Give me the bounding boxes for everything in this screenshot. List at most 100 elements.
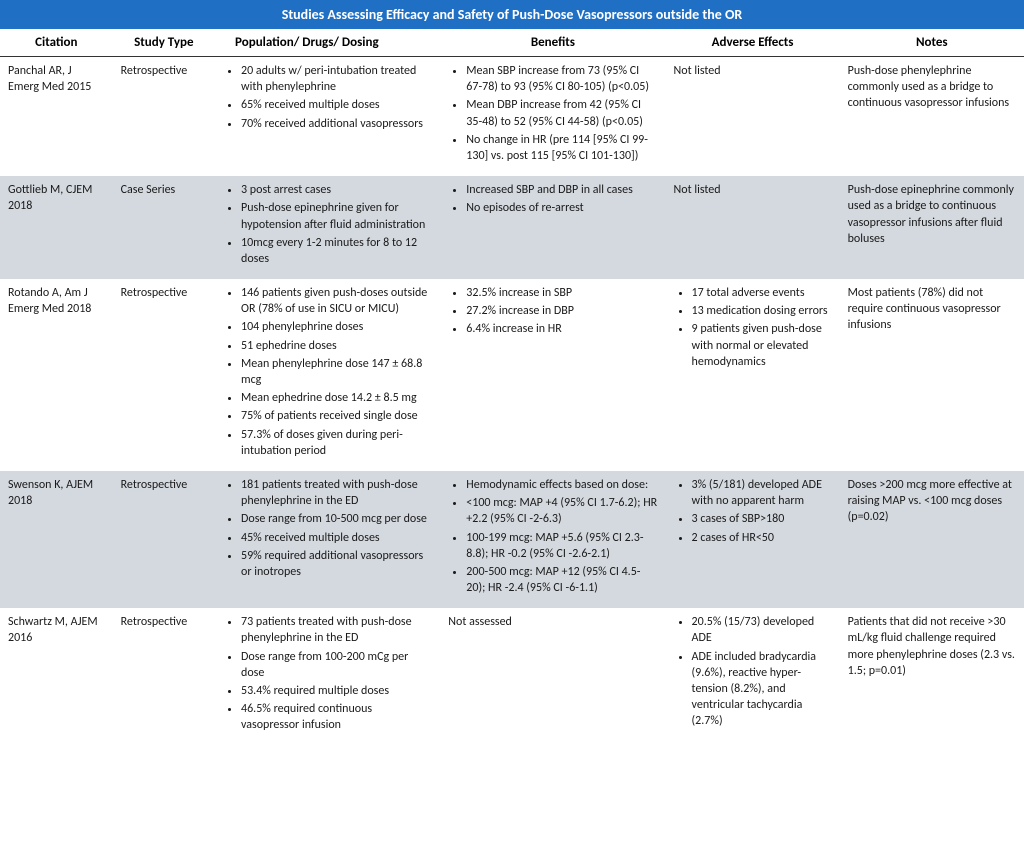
cell-adverse: 17 total adverse events 13 medication dos… — [666, 279, 840, 471]
bullet-item: 13 medication dosing errors — [692, 303, 832, 319]
cell-citation: Schwartz M, AJEM 2016 — [0, 608, 113, 745]
bullet-item: 59% required additional vasopressors or … — [241, 548, 432, 580]
cell-benefits: Hemodynamic effects based on dose: <100 m… — [440, 471, 665, 608]
bullet-item: 10mcg every 1-2 minutes for 8 to 12 dose… — [241, 235, 432, 267]
table-title-row: Studies Assessing Efficacy and Safety of… — [0, 0, 1024, 29]
bullet-item: 70% received additional vasopressors — [241, 116, 432, 132]
bullet-list: 3% (5/181) developed ADE with no apparen… — [674, 477, 832, 546]
cell-citation: Rotando A, Am J Emerg Med 2018 — [0, 279, 113, 471]
cell-study-type: Retrospective — [113, 608, 215, 745]
bullet-list: Mean SBP increase from 73 (95% CI 67-78)… — [448, 63, 657, 164]
bullet-item: Mean SBP increase from 73 (95% CI 67-78)… — [466, 63, 657, 95]
bullet-item: 27.2% increase in DBP — [466, 303, 657, 319]
table-row: Panchal AR, J Emerg Med 2015Retrospectiv… — [0, 57, 1024, 177]
bullet-item: 57.3% of doses given during peri-intubat… — [241, 427, 432, 459]
bullet-item: Mean DBP increase from 42 (95% CI 35-48)… — [466, 97, 657, 129]
cell-notes: Most patients (78%) did not require cont… — [840, 279, 1024, 471]
bullet-item: 3 post arrest cases — [241, 182, 432, 198]
table-row: Rotando A, Am J Emerg Med 2018Retrospect… — [0, 279, 1024, 471]
col-header-notes: Notes — [840, 29, 1024, 57]
bullet-item: 53.4% required multiple doses — [241, 683, 432, 699]
bullet-item: 6.4% increase in HR — [466, 321, 657, 337]
cell-population: 181 patients treated with push-dose phen… — [215, 471, 440, 608]
cell-population: 3 post arrest cases Push-dose epinephrine… — [215, 176, 440, 279]
bullet-item: Mean ephedrine dose 14.2 ± 8.5 mg — [241, 390, 432, 406]
table-title: Studies Assessing Efficacy and Safety of… — [0, 0, 1024, 29]
cell-adverse: 20.5% (15/73) developed ADEADE included … — [666, 608, 840, 745]
cell-study-type: Retrospective — [113, 471, 215, 608]
cell-population: 146 patients given push-doses outside OR… — [215, 279, 440, 471]
cell-adverse: Not listed — [666, 176, 840, 279]
bullet-item: 3% (5/181) developed ADE with no apparen… — [692, 477, 832, 509]
bullet-item: Increased SBP and DBP in all cases — [466, 182, 657, 198]
bullet-item: 45% received multiple doses — [241, 530, 432, 546]
cell-adverse: Not listed — [666, 57, 840, 177]
cell-study-type: Case Series — [113, 176, 215, 279]
bullet-item: 104 phenylephrine doses — [241, 319, 432, 335]
cell-benefits: Increased SBP and DBP in all cases No epi… — [440, 176, 665, 279]
studies-table-container: Studies Assessing Efficacy and Safety of… — [0, 0, 1024, 746]
cell-notes: Doses >200 mcg more effective at raising… — [840, 471, 1024, 608]
bullet-list: 20.5% (15/73) developed ADEADE included … — [674, 614, 832, 729]
bullet-list: 32.5% increase in SBP 27.2% increase in D… — [448, 285, 657, 338]
bullet-list: 73 patients treated with push-dose pheny… — [223, 614, 432, 733]
cell-benefits: Not assessed — [440, 608, 665, 745]
cell-population: 20 adults w/ peri-intubation treated wit… — [215, 57, 440, 177]
bullet-list: 17 total adverse events 13 medication dos… — [674, 285, 832, 370]
studies-table: Studies Assessing Efficacy and Safety of… — [0, 0, 1024, 746]
bullet-item: <100 mcg: MAP +4 (95% CI 1.7-6.2); HR +2… — [466, 495, 657, 527]
table-row: Schwartz M, AJEM 2016Retrospective 73 pat… — [0, 608, 1024, 745]
cell-notes: Push-dose epinephrine commonly used as a… — [840, 176, 1024, 279]
col-header-citation: Citation — [0, 29, 113, 57]
bullet-item: Dose range from 10-500 mcg per dose — [241, 511, 432, 527]
bullet-item: 100-199 mcg: MAP +5.6 (95% CI 2.3-8.8); … — [466, 530, 657, 562]
table-row: Gottlieb M, CJEM 2018Case Series3 post a… — [0, 176, 1024, 279]
cell-study-type: Retrospective — [113, 279, 215, 471]
bullet-item: 51 ephedrine doses — [241, 338, 432, 354]
bullet-item: 146 patients given push-doses outside OR… — [241, 285, 432, 317]
cell-notes: Patients that did not receive >30 mL/kg … — [840, 608, 1024, 745]
bullet-list: Increased SBP and DBP in all cases No epi… — [448, 182, 657, 216]
bullet-item: 32.5% increase in SBP — [466, 285, 657, 301]
bullet-list: 146 patients given push-doses outside OR… — [223, 285, 432, 459]
cell-citation: Gottlieb M, CJEM 2018 — [0, 176, 113, 279]
bullet-item: ADE included bradycardia (9.6%), reactiv… — [692, 649, 832, 730]
col-header-benefits: Benefits — [440, 29, 665, 57]
cell-adverse: 3% (5/181) developed ADE with no apparen… — [666, 471, 840, 608]
bullet-item: 3 cases of SBP>180 — [692, 511, 832, 527]
cell-benefits: Mean SBP increase from 73 (95% CI 67-78)… — [440, 57, 665, 177]
bullet-item: 20 adults w/ peri-intubation treated wit… — [241, 63, 432, 95]
cell-benefits: 32.5% increase in SBP 27.2% increase in D… — [440, 279, 665, 471]
bullet-list: 3 post arrest cases Push-dose epinephrine… — [223, 182, 432, 267]
bullet-item: 75% of patients received single dose — [241, 408, 432, 424]
bullet-item: 17 total adverse events — [692, 285, 832, 301]
bullet-list: 181 patients treated with push-dose phen… — [223, 477, 432, 580]
cell-citation: Panchal AR, J Emerg Med 2015 — [0, 57, 113, 177]
bullet-item: No episodes of re-arrest — [466, 200, 657, 216]
table-body: Panchal AR, J Emerg Med 2015Retrospectiv… — [0, 57, 1024, 746]
bullet-item: Mean phenylephrine dose 147 ± 68.8 mcg — [241, 356, 432, 388]
bullet-item: 46.5% required continuous vasopressor in… — [241, 701, 432, 733]
bullet-item: 9 patients given push-dose with normal o… — [692, 321, 832, 370]
bullet-item: 65% received multiple doses — [241, 97, 432, 113]
cell-notes: Push-dose phenylephrine commonly used as… — [840, 57, 1024, 177]
cell-citation: Swenson K, AJEM 2018 — [0, 471, 113, 608]
bullet-item: Dose range from 100-200 mCg per dose — [241, 649, 432, 681]
bullet-item: Push-dose epinephrine given for hypotens… — [241, 200, 432, 232]
bullet-list: 20 adults w/ peri-intubation treated wit… — [223, 63, 432, 132]
cell-population: 73 patients treated with push-dose pheny… — [215, 608, 440, 745]
bullet-item: Hemodynamic effects based on dose: — [466, 477, 657, 493]
bullet-item: 2 cases of HR<50 — [692, 530, 832, 546]
table-header-row: Citation Study Type Population/ Drugs/ D… — [0, 29, 1024, 57]
col-header-study-type: Study Type — [113, 29, 215, 57]
bullet-item: 181 patients treated with push-dose phen… — [241, 477, 432, 509]
bullet-item: 20.5% (15/73) developed ADE — [692, 614, 832, 646]
col-header-adverse: Adverse Effects — [666, 29, 840, 57]
cell-study-type: Retrospective — [113, 57, 215, 177]
col-header-population: Population/ Drugs/ Dosing — [215, 29, 440, 57]
table-row: Swenson K, AJEM 2018Retrospective 181 pat… — [0, 471, 1024, 608]
bullet-item: 200-500 mcg: MAP +12 (95% CI 4.5-20); HR… — [466, 564, 657, 596]
bullet-item: 73 patients treated with push-dose pheny… — [241, 614, 432, 646]
bullet-item: No change in HR (pre 114 [95% CI 99-130]… — [466, 132, 657, 164]
bullet-list: Hemodynamic effects based on dose: <100 m… — [448, 477, 657, 596]
